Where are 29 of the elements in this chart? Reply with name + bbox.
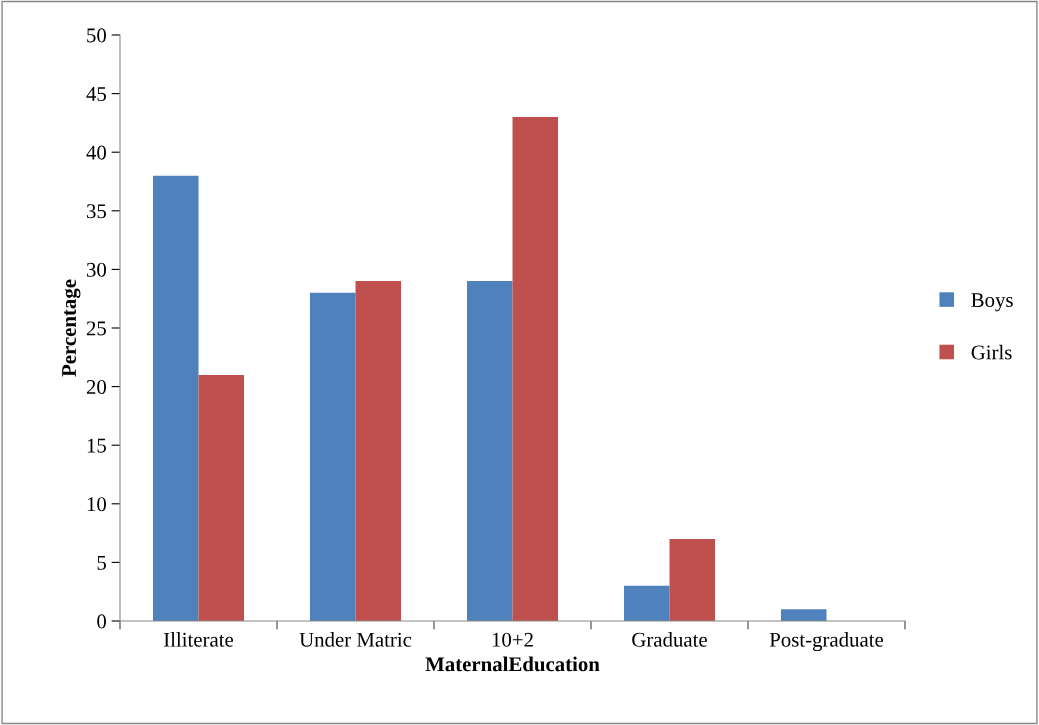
y-tick-label: 10 [87,497,107,512]
y-axis-title: Percentage [62,279,81,377]
y-tick-label: 20 [86,379,107,395]
x-tick-label: Post-graduate [769,632,884,652]
legend-label: Girls [971,344,1012,360]
x-tick-label: Under Matric [299,632,412,647]
bar [309,292,356,621]
y-tick-label: 0 [97,614,107,629]
y-tick-label: 15 [87,438,106,453]
bar [512,117,559,621]
x-tick-label: Graduate [632,632,707,647]
legend-label: Boys [971,293,1013,312]
bar [780,609,827,621]
bar [198,374,245,621]
x-tick-label: 10+2 [492,632,533,647]
bar [152,175,199,621]
x-axis-title: MaternalEducation [425,656,600,672]
bar [466,281,513,621]
y-tick-label: 35 [86,204,106,219]
y-tick-label: 50 [87,28,107,43]
y-tick-label: 45 [86,87,106,102]
x-tick-label: Illiterate [163,632,234,647]
y-tick-label: 25 [86,321,106,336]
bar [669,538,716,621]
bar [623,585,670,621]
bar [355,281,402,621]
y-tick-label: 5 [97,555,106,570]
y-tick-label: 40 [86,145,107,160]
y-tick-label: 30 [86,262,107,277]
